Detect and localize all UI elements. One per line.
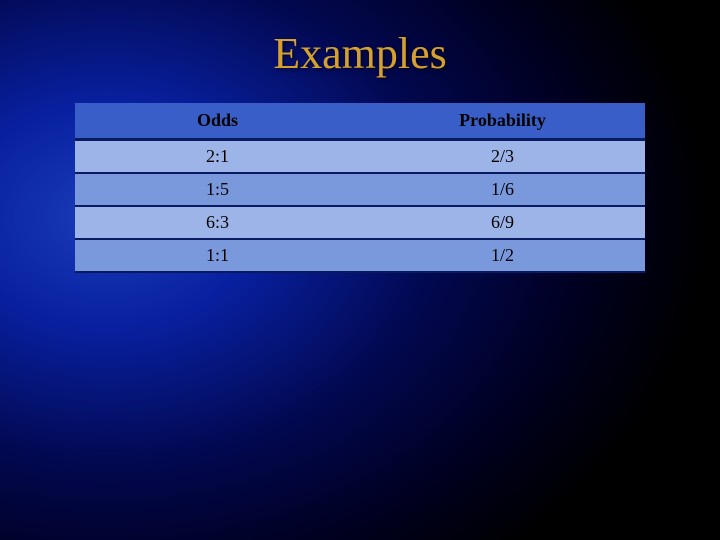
cell-probability: 6/9 — [360, 206, 645, 239]
slide: Examples Odds Probability 2:1 2/3 1:5 1/… — [0, 0, 720, 540]
examples-table-container: Odds Probability 2:1 2/3 1:5 1/6 6:3 6/9 — [75, 103, 645, 273]
cell-odds: 2:1 — [75, 140, 360, 174]
examples-table: Odds Probability 2:1 2/3 1:5 1/6 6:3 6/9 — [75, 103, 645, 273]
table-row: 6:3 6/9 — [75, 206, 645, 239]
table-row: 1:1 1/2 — [75, 239, 645, 272]
cell-odds: 6:3 — [75, 206, 360, 239]
cell-probability: 1/6 — [360, 173, 645, 206]
table-header-row: Odds Probability — [75, 103, 645, 140]
cell-probability: 1/2 — [360, 239, 645, 272]
table-row: 2:1 2/3 — [75, 140, 645, 174]
cell-odds: 1:5 — [75, 173, 360, 206]
cell-odds: 1:1 — [75, 239, 360, 272]
cell-probability: 2/3 — [360, 140, 645, 174]
col-header-odds: Odds — [75, 103, 360, 140]
col-header-probability: Probability — [360, 103, 645, 140]
page-title: Examples — [0, 28, 720, 79]
table-row: 1:5 1/6 — [75, 173, 645, 206]
